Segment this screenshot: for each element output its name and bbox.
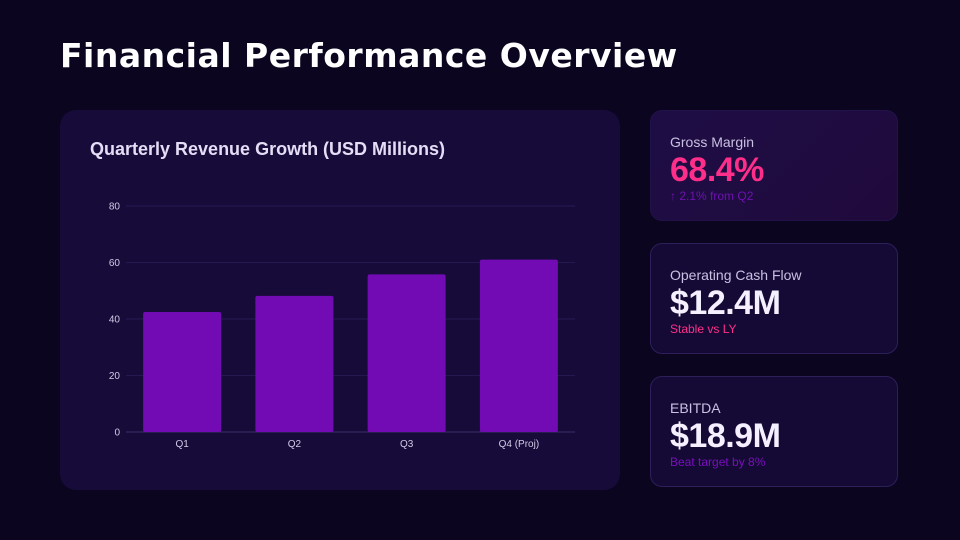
x-tick-label: Q1 — [175, 439, 189, 450]
operating-cash-flow-label: Operating Cash Flow — [670, 267, 802, 283]
operating-cash-flow-value: $12.4M — [670, 284, 781, 322]
bar — [479, 259, 558, 432]
operating-cash-flow-card: Operating Cash Flow $12.4M Stable vs LY — [650, 243, 898, 354]
x-tick-label: Q3 — [400, 439, 414, 450]
bar — [367, 274, 446, 432]
gross-margin-label: Gross Margin — [670, 134, 755, 150]
y-tick-label: 80 — [109, 202, 121, 213]
bar — [143, 311, 222, 432]
x-tick-label: Q2 — [288, 439, 302, 450]
chart-title: Quarterly Revenue Growth (USD Millions) — [90, 139, 446, 159]
gross-margin-value: 68.4% — [670, 151, 764, 189]
ebitda-label: EBITDA — [670, 400, 721, 416]
y-tick-label: 40 — [109, 315, 121, 326]
gross-margin-change: ↑ 2.1% from Q2 — [670, 189, 754, 203]
gross-margin-card: Gross Margin 68.4% ↑ 2.1% from Q2 — [650, 110, 898, 221]
revenue-bar-chart: 0 20 40 60 80 Q1 Q2 Q3 Q4 (Proj) — [109, 202, 575, 450]
y-tick-label: 60 — [109, 258, 121, 269]
bar — [255, 295, 334, 432]
ebitda-value: $18.9M — [670, 417, 781, 455]
revenue-chart-card: Quarterly Revenue Growth (USD Millions) … — [60, 110, 620, 490]
ebitda-note: Beat target by 8% — [670, 455, 766, 469]
page-title: Financial Performance Overview — [60, 36, 678, 75]
operating-cash-flow-note: Stable vs LY — [670, 322, 737, 336]
y-tick-label: 20 — [109, 371, 121, 382]
ebitda-card: EBITDA $18.9M Beat target by 8% — [650, 376, 898, 487]
y-tick-label: 0 — [114, 428, 120, 439]
x-tick-label: Q4 (Proj) — [499, 439, 540, 450]
